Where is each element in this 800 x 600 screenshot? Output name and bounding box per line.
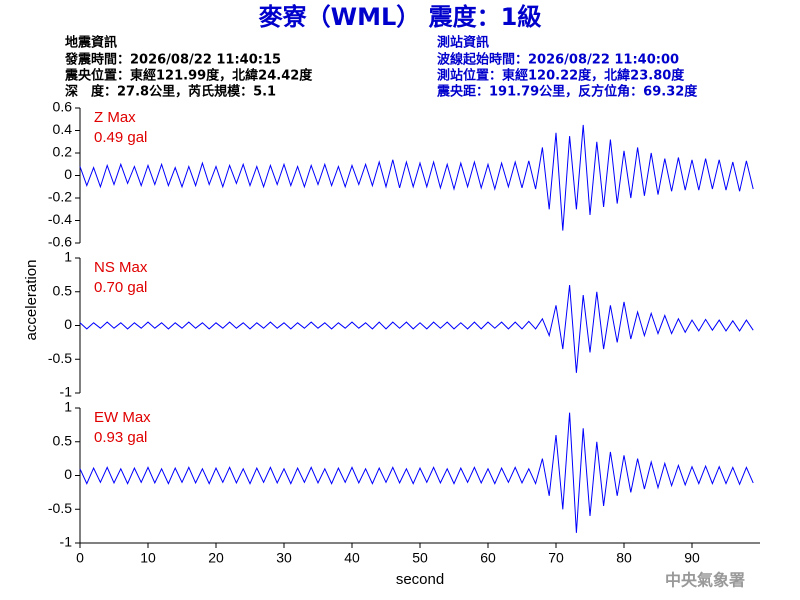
y-tick-label: -0.2 bbox=[48, 189, 72, 205]
header-right: 波線起始時間：2026/08/22 11:40:00 bbox=[437, 52, 679, 68]
max-value: 0.70 gal bbox=[94, 279, 147, 296]
x-tick-label: 40 bbox=[344, 550, 360, 566]
header-right: 測站資訊 bbox=[437, 35, 489, 51]
max-label: EW Max bbox=[94, 409, 151, 426]
header-left: 震央位置：東經121.99度，北緯24.42度 bbox=[64, 68, 313, 84]
x-axis-label: second bbox=[396, 571, 444, 588]
y-tick-label: -1 bbox=[60, 384, 73, 400]
x-tick-label: 50 bbox=[412, 550, 428, 566]
header-left: 地震資訊 bbox=[65, 35, 117, 51]
y-tick-label: -0.5 bbox=[48, 350, 72, 366]
y-tick-label: -0.6 bbox=[48, 234, 72, 250]
y-axis-label: acceleration bbox=[23, 260, 40, 341]
x-tick-label: 90 bbox=[684, 550, 700, 566]
y-tick-label: -1 bbox=[60, 534, 73, 550]
chart-title: 麥寮（WML） 震度：1級 bbox=[258, 3, 542, 31]
x-tick-label: 0 bbox=[76, 550, 84, 566]
waveform bbox=[79, 124, 754, 231]
header-left: 發震時間：2026/08/22 11:40:15 bbox=[64, 52, 281, 68]
max-label: NS Max bbox=[94, 259, 148, 276]
y-tick-label: 0.2 bbox=[53, 144, 73, 160]
max-label: Z Max bbox=[94, 109, 136, 126]
y-tick-label: 0.4 bbox=[53, 121, 73, 137]
max-value: 0.93 gal bbox=[94, 429, 147, 446]
waveform bbox=[79, 412, 754, 533]
y-tick-label: 0.6 bbox=[53, 99, 73, 115]
x-tick-label: 70 bbox=[548, 550, 564, 566]
x-tick-label: 10 bbox=[140, 550, 156, 566]
agency: 中央氣象署 bbox=[665, 571, 745, 590]
y-tick-label: 0.5 bbox=[53, 432, 73, 448]
y-tick-label: 1 bbox=[64, 249, 72, 265]
x-tick-label: 80 bbox=[616, 550, 632, 566]
x-tick-label: 60 bbox=[480, 550, 496, 566]
max-value: 0.49 gal bbox=[94, 129, 147, 146]
y-tick-label: 0 bbox=[64, 316, 72, 332]
header-right: 震央距：191.79公里，反方位角：69.32度 bbox=[436, 84, 698, 100]
header-left: 深 度：27.8公里，芮氏規模：5.1 bbox=[65, 84, 276, 100]
waveform bbox=[79, 284, 754, 373]
x-tick-label: 30 bbox=[276, 550, 292, 566]
y-tick-label: -0.4 bbox=[48, 211, 72, 227]
y-tick-label: 0.5 bbox=[53, 282, 73, 298]
y-tick-label: -0.5 bbox=[48, 500, 72, 516]
y-tick-label: 0 bbox=[64, 466, 72, 482]
x-tick-label: 20 bbox=[208, 550, 224, 566]
header-right: 測站位置：東經120.22度，北緯23.80度 bbox=[437, 68, 685, 84]
y-tick-label: 0 bbox=[64, 166, 72, 182]
y-tick-label: 1 bbox=[64, 399, 72, 415]
